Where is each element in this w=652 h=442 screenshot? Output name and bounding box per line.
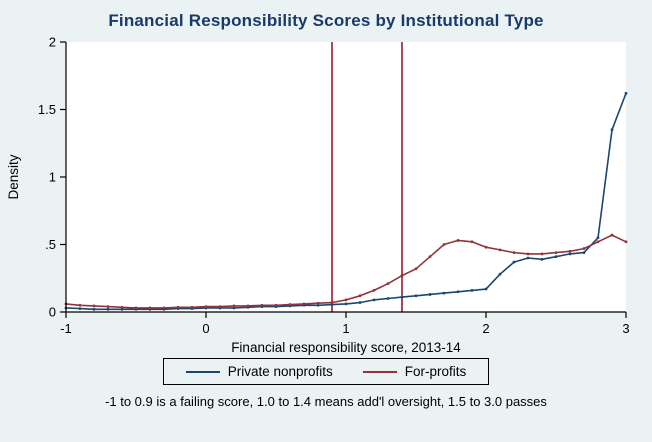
series-marker-1 bbox=[456, 239, 460, 242]
series-marker-1 bbox=[358, 294, 362, 298]
series-marker-0 bbox=[78, 307, 82, 311]
series-marker-1 bbox=[330, 301, 334, 304]
series-marker-1 bbox=[246, 304, 250, 308]
series-marker-0 bbox=[344, 302, 348, 306]
series-marker-1 bbox=[582, 247, 586, 250]
series-marker-0 bbox=[232, 306, 236, 310]
legend-item-for-profits: For-profits bbox=[362, 364, 467, 379]
y-tick-label: 1 bbox=[49, 170, 56, 185]
series-marker-1 bbox=[610, 233, 614, 237]
series-marker-1 bbox=[554, 251, 558, 255]
series-marker-1 bbox=[92, 304, 96, 308]
series-marker-0 bbox=[106, 307, 110, 311]
series-marker-0 bbox=[484, 287, 488, 291]
series-marker-0 bbox=[540, 257, 544, 261]
y-tick-label: 2 bbox=[49, 35, 56, 50]
series-marker-1 bbox=[372, 289, 376, 292]
series-marker-1 bbox=[288, 303, 292, 306]
series-marker-1 bbox=[302, 302, 306, 306]
series-marker-1 bbox=[484, 245, 488, 249]
series-marker-0 bbox=[120, 307, 124, 311]
series-marker-1 bbox=[540, 252, 544, 256]
legend-box: Private nonprofits For-profits bbox=[162, 358, 490, 385]
series-marker-0 bbox=[596, 236, 600, 240]
y-tick-label: 0 bbox=[49, 305, 56, 320]
series-marker-0 bbox=[400, 295, 404, 299]
series-marker-1 bbox=[498, 248, 502, 252]
series-marker-0 bbox=[498, 272, 502, 276]
x-tick-label: 1 bbox=[342, 321, 349, 336]
series-marker-0 bbox=[92, 307, 96, 311]
series-marker-1 bbox=[190, 305, 194, 309]
series-marker-1 bbox=[120, 305, 124, 309]
series-marker-1 bbox=[218, 305, 222, 308]
chart-title: Financial Responsibility Scores by Insti… bbox=[108, 11, 544, 30]
series-marker-0 bbox=[372, 298, 376, 302]
series-marker-0 bbox=[386, 297, 390, 300]
series-marker-1 bbox=[624, 240, 628, 244]
series-marker-1 bbox=[568, 249, 572, 253]
series-marker-0 bbox=[582, 251, 586, 255]
footnote: -1 to 0.9 is a failing score, 1.0 to 1.4… bbox=[105, 394, 547, 409]
x-tick-label: 2 bbox=[482, 321, 489, 336]
plot-area: -1 0 1 2 3 0 .5 1 1.5 2 Financial responsibility s… bbox=[6, 35, 630, 356]
series-marker-1 bbox=[512, 251, 516, 255]
series-marker-0 bbox=[316, 303, 320, 307]
series-marker-0 bbox=[624, 91, 628, 95]
series-marker-1 bbox=[148, 306, 152, 310]
y-tick-label: .5 bbox=[45, 237, 56, 252]
series-marker-1 bbox=[470, 240, 474, 244]
x-tick-label: -1 bbox=[60, 321, 72, 336]
series-marker-1 bbox=[386, 282, 390, 286]
series-marker-1 bbox=[316, 301, 320, 305]
series-marker-0 bbox=[512, 260, 516, 264]
x-axis-title: Financial responsibility score, 2013-14 bbox=[231, 340, 461, 355]
series-marker-0 bbox=[610, 128, 614, 132]
series-marker-1 bbox=[162, 306, 166, 310]
series-marker-0 bbox=[414, 294, 418, 298]
legend-label-for-profits: For-profits bbox=[404, 364, 467, 379]
series-marker-0 bbox=[442, 291, 446, 295]
series-marker-0 bbox=[358, 301, 362, 304]
series-marker-1 bbox=[596, 240, 600, 244]
series-marker-1 bbox=[78, 303, 82, 307]
series-marker-0 bbox=[456, 290, 460, 294]
series-marker-1 bbox=[442, 243, 446, 246]
series-marker-0 bbox=[554, 255, 558, 259]
series-marker-1 bbox=[526, 252, 530, 256]
maroon-line-swatch bbox=[362, 370, 397, 373]
series-marker-0 bbox=[428, 293, 432, 296]
series-marker-1 bbox=[204, 305, 208, 308]
legend-label-private-nonprofits: Private nonprofits bbox=[227, 364, 333, 379]
series-marker-1 bbox=[260, 303, 264, 307]
series-marker-1 bbox=[274, 303, 278, 307]
navy-line-swatch bbox=[185, 370, 220, 373]
series-marker-0 bbox=[526, 256, 530, 260]
x-tick-label: 3 bbox=[622, 321, 629, 336]
series-marker-1 bbox=[428, 255, 432, 259]
y-tick-label: 1.5 bbox=[38, 102, 56, 117]
x-tick-label: 0 bbox=[202, 321, 209, 336]
series-marker-1 bbox=[134, 306, 138, 310]
series-marker-0 bbox=[330, 303, 334, 306]
series-marker-1 bbox=[232, 304, 236, 308]
series-marker-1 bbox=[414, 267, 418, 271]
series-marker-1 bbox=[176, 305, 180, 309]
legend-item-private-nonprofits: Private nonprofits bbox=[185, 364, 333, 379]
series-marker-1 bbox=[400, 274, 404, 277]
legend: Private nonprofits For-profits bbox=[0, 358, 652, 385]
plot-background bbox=[66, 42, 626, 312]
series-marker-0 bbox=[568, 252, 572, 256]
series-marker-1 bbox=[106, 305, 110, 308]
series-marker-0 bbox=[470, 289, 474, 292]
series-marker-1 bbox=[344, 298, 348, 302]
y-axis-title: Density bbox=[6, 154, 21, 199]
